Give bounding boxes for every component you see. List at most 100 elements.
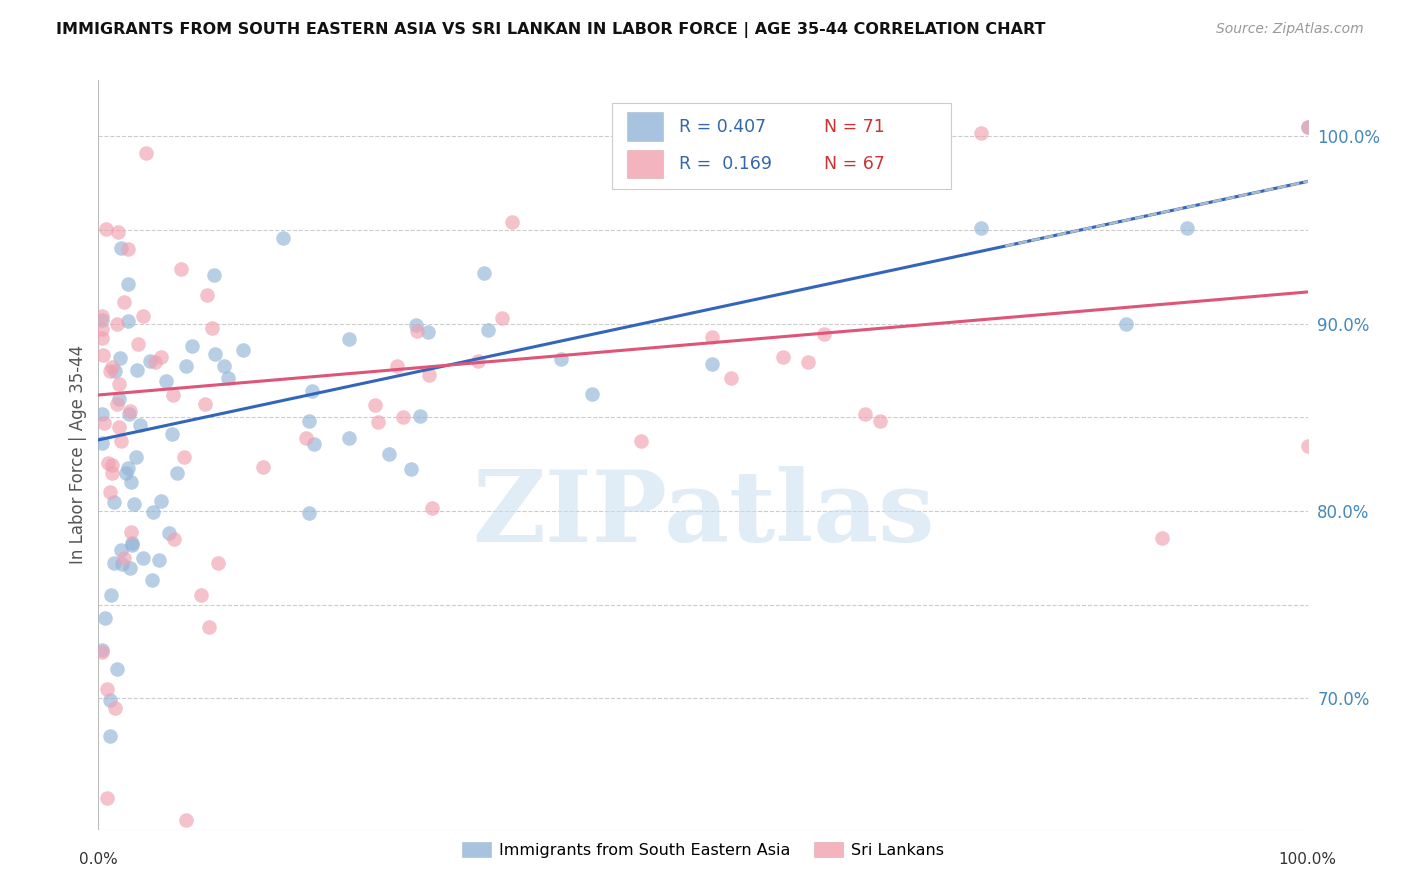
Point xyxy=(298,413,321,427)
Point xyxy=(96,681,118,696)
Text: N = 71: N = 71 xyxy=(824,118,884,136)
Point xyxy=(98,364,121,378)
Point xyxy=(117,277,139,292)
Point xyxy=(157,525,180,540)
Point xyxy=(166,466,188,480)
Point xyxy=(117,243,139,257)
Point xyxy=(174,814,197,828)
Point xyxy=(702,330,724,344)
Point xyxy=(125,363,148,377)
Point xyxy=(405,318,427,333)
Point xyxy=(101,467,124,481)
Point xyxy=(127,336,149,351)
Point xyxy=(162,533,184,547)
Point xyxy=(401,461,423,475)
Point xyxy=(813,327,835,342)
Point xyxy=(1296,439,1319,453)
Point xyxy=(409,409,432,424)
Point xyxy=(581,387,603,401)
Point xyxy=(148,553,170,567)
Point xyxy=(107,225,129,239)
Point xyxy=(550,351,572,366)
Point xyxy=(91,408,114,422)
Point xyxy=(1296,120,1319,135)
Point xyxy=(91,348,114,362)
Point xyxy=(103,556,125,570)
Point xyxy=(118,407,141,421)
Legend: Immigrants from South Eastern Asia, Sri Lankans: Immigrants from South Eastern Asia, Sri … xyxy=(457,837,949,863)
Text: R = 0.407: R = 0.407 xyxy=(679,118,766,136)
Point xyxy=(117,460,139,475)
Point xyxy=(720,370,742,384)
Point xyxy=(149,494,172,508)
Point xyxy=(491,310,513,325)
Point xyxy=(367,415,389,429)
Point xyxy=(117,314,139,328)
Point xyxy=(858,120,880,135)
Point xyxy=(214,359,236,373)
Point xyxy=(125,450,148,464)
Point xyxy=(796,355,818,369)
Point xyxy=(122,497,145,511)
Point xyxy=(110,557,132,571)
Point xyxy=(91,644,114,658)
Point xyxy=(204,268,226,283)
Point xyxy=(115,466,138,480)
Point xyxy=(98,693,121,707)
Point xyxy=(110,351,132,365)
Text: 100.0%: 100.0% xyxy=(1278,852,1337,867)
Point xyxy=(98,729,121,743)
Point xyxy=(364,398,387,412)
Point xyxy=(869,414,891,428)
Point xyxy=(195,288,218,302)
Point xyxy=(105,662,128,676)
Point xyxy=(132,309,155,323)
Point xyxy=(118,561,141,575)
Point xyxy=(406,324,429,338)
Text: N = 67: N = 67 xyxy=(824,155,884,173)
Point xyxy=(118,404,141,418)
Point xyxy=(418,368,440,383)
Point xyxy=(91,330,114,344)
Text: Source: ZipAtlas.com: Source: ZipAtlas.com xyxy=(1216,22,1364,37)
Point xyxy=(91,312,114,326)
Point xyxy=(970,220,993,235)
Point xyxy=(112,550,135,565)
Point xyxy=(198,620,221,634)
Point xyxy=(217,371,239,385)
Point xyxy=(162,388,184,402)
Point xyxy=(1115,317,1137,331)
Point xyxy=(173,450,195,464)
Point xyxy=(112,294,135,309)
Point xyxy=(1175,221,1198,235)
Text: 0.0%: 0.0% xyxy=(79,852,118,867)
Point xyxy=(420,501,443,516)
FancyBboxPatch shape xyxy=(627,150,664,178)
Point xyxy=(970,126,993,140)
Point xyxy=(204,347,226,361)
Point xyxy=(378,447,401,461)
Point xyxy=(1296,120,1319,135)
Point xyxy=(337,431,360,445)
Point xyxy=(252,459,274,474)
Point xyxy=(855,407,877,421)
Point xyxy=(139,354,162,368)
Point xyxy=(467,353,489,368)
Point xyxy=(141,574,163,588)
Point xyxy=(155,374,177,388)
Text: IMMIGRANTS FROM SOUTH EASTERN ASIA VS SRI LANKAN IN LABOR FORCE | AGE 35-44 CORR: IMMIGRANTS FROM SOUTH EASTERN ASIA VS SR… xyxy=(56,22,1046,38)
Point xyxy=(472,266,495,280)
Point xyxy=(232,343,254,357)
Point xyxy=(104,363,127,377)
Point xyxy=(295,431,318,445)
Point xyxy=(103,701,125,715)
Point xyxy=(100,588,122,602)
Point xyxy=(201,320,224,334)
Point xyxy=(630,434,652,449)
Point xyxy=(132,550,155,566)
Point xyxy=(96,790,118,805)
Point xyxy=(128,418,150,433)
Point xyxy=(149,351,172,365)
Point xyxy=(121,538,143,552)
Y-axis label: In Labor Force | Age 35-44: In Labor Force | Age 35-44 xyxy=(69,345,87,565)
